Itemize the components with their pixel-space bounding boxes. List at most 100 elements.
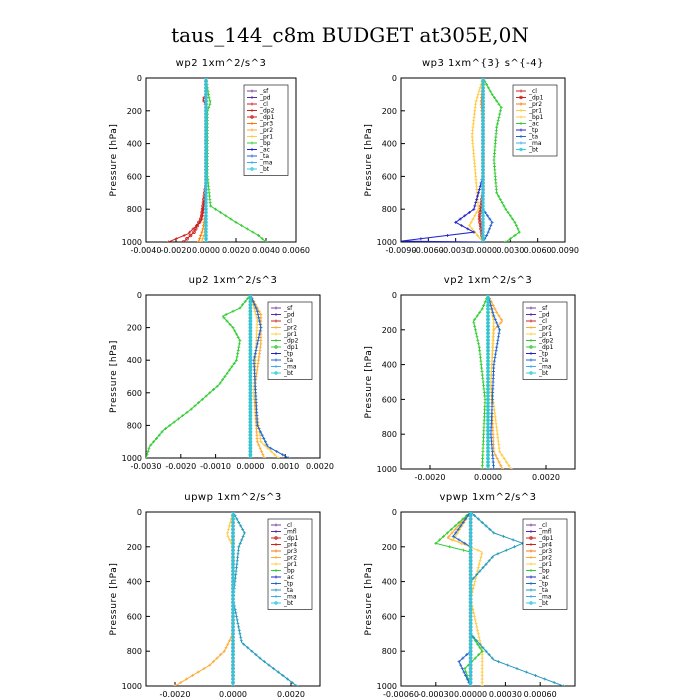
series-marker_pr1 xyxy=(480,552,484,556)
series-marker_bt xyxy=(486,397,490,402)
series-marker_bt xyxy=(204,95,208,100)
series-marker_tp xyxy=(419,237,423,241)
series-marker_dp2 xyxy=(482,415,486,419)
series-marker_pr1 xyxy=(473,161,477,165)
series-marker_ta xyxy=(513,545,517,549)
x-tick-label: -0.00060 xyxy=(383,690,419,699)
series-marker_dp2 xyxy=(236,352,240,356)
series-marker_bt xyxy=(486,421,490,426)
series-marker_bt xyxy=(204,174,208,179)
series-marker_bt xyxy=(481,95,485,100)
series-marker_bt xyxy=(248,302,253,307)
legend-marker xyxy=(529,562,533,566)
series-marker_bp xyxy=(434,541,438,545)
legend-box xyxy=(512,84,558,157)
series-marker_bt xyxy=(486,314,490,318)
series-line_dp1 xyxy=(183,78,207,242)
series-marker_bp xyxy=(209,204,212,208)
series-marker_ta xyxy=(253,371,257,375)
legend-label: _ac xyxy=(528,121,539,128)
series-marker_bp xyxy=(208,102,212,106)
series-marker_ac xyxy=(508,214,512,218)
series-marker_tp xyxy=(472,207,476,211)
series-marker_ac xyxy=(495,191,499,195)
series-marker_dp2 xyxy=(238,339,242,343)
series-marker_dp2 xyxy=(181,414,185,418)
series-marker_ta xyxy=(491,380,495,384)
series-marker_ta xyxy=(281,674,285,678)
series-marker_bt xyxy=(486,317,490,322)
series-marker_bt xyxy=(204,200,208,205)
series-marker_bt xyxy=(231,562,235,566)
series-marker_pr2 xyxy=(196,670,200,674)
x-tick-label: 0.0020 xyxy=(277,690,305,699)
legend-label: _cl xyxy=(538,318,547,325)
series-marker_pr1 xyxy=(477,89,481,93)
series-marker_bt xyxy=(231,586,235,591)
series-marker_dp2 xyxy=(215,384,219,388)
series-marker_ta xyxy=(275,449,279,453)
series-marker_ta xyxy=(290,681,294,685)
legend-label: _pd xyxy=(259,95,271,102)
series-marker_bp xyxy=(461,517,465,521)
series-marker_bt xyxy=(231,593,235,598)
legend-marker xyxy=(250,141,254,145)
series-marker_bt xyxy=(204,213,208,218)
series-marker_bp xyxy=(234,220,238,224)
series-marker_pr1 xyxy=(493,415,497,419)
series-marker_dp2 xyxy=(231,326,235,330)
series-marker_bt xyxy=(468,551,473,556)
legend-marker xyxy=(529,319,533,323)
series-marker_ac xyxy=(486,86,490,90)
series-marker_ac xyxy=(494,128,498,132)
series-marker_bt xyxy=(481,181,485,185)
series-marker_dp1 xyxy=(198,217,203,221)
series-marker_ta xyxy=(494,349,498,353)
series-marker_bt xyxy=(231,607,235,612)
series-marker_ta xyxy=(254,306,258,310)
legend-marker xyxy=(250,115,254,119)
series-marker_pr1 xyxy=(502,457,506,461)
series-marker_ta xyxy=(492,467,496,469)
legend-label: _sf xyxy=(538,305,548,312)
series-marker_dp1 xyxy=(199,213,204,218)
legend-label: _bt xyxy=(538,600,549,607)
series-marker_bt xyxy=(231,600,235,605)
series-marker_pr1 xyxy=(473,214,477,218)
series-marker_dp2 xyxy=(221,378,225,382)
y-tick-label: 600 xyxy=(382,395,397,404)
series-marker_ta xyxy=(490,446,494,450)
legend-marker xyxy=(529,601,533,605)
series-marker_bt xyxy=(481,213,485,218)
y-tick-label: 200 xyxy=(127,107,142,116)
series-marker_tp xyxy=(464,517,468,521)
series-marker_bt xyxy=(486,334,490,339)
series-marker_ta xyxy=(490,450,494,454)
x-tick-label: 0.0020 xyxy=(532,473,560,482)
legend-label: _tp xyxy=(283,581,293,588)
series-marker_dp2 xyxy=(235,355,239,359)
series-marker_pr1 xyxy=(476,233,480,237)
series-marker_pr1 xyxy=(475,96,479,100)
series-marker_ta xyxy=(491,453,495,457)
series-marker_ta xyxy=(254,653,258,657)
series-marker_bt xyxy=(468,645,473,650)
series-marker_tp xyxy=(463,541,467,545)
y-tick-label: 800 xyxy=(127,205,142,214)
series-marker_pr1 xyxy=(490,349,494,353)
series-marker_pr2 xyxy=(257,355,261,359)
series-marker_ta xyxy=(257,335,261,339)
series-marker_pr2 xyxy=(200,240,203,242)
series-marker_pr1 xyxy=(472,614,476,618)
legend-marker xyxy=(529,352,533,355)
series-marker_bt xyxy=(248,371,253,376)
series-marker_dp2 xyxy=(480,307,484,311)
series-marker_dp2 xyxy=(182,233,186,237)
legend-marker xyxy=(274,313,278,316)
series-marker_bt xyxy=(248,449,253,454)
series-marker_ta xyxy=(524,670,528,674)
series-marker_bt xyxy=(231,604,235,608)
series-marker_pr1 xyxy=(472,151,476,155)
legend-label: _pr4 xyxy=(538,542,552,549)
series-marker_bt xyxy=(468,652,473,657)
